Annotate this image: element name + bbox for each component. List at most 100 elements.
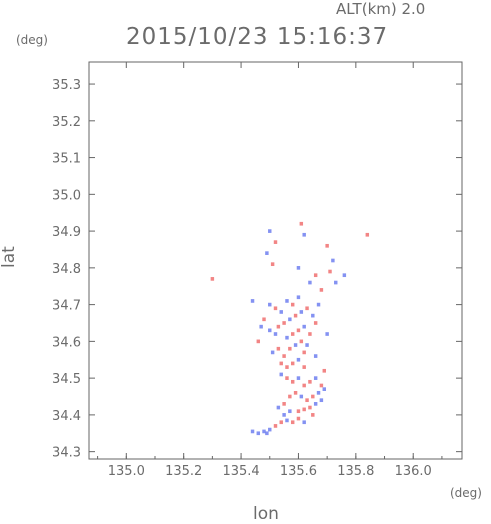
heatmap-cells bbox=[210, 221, 370, 436]
heatmap-cell bbox=[293, 313, 298, 318]
heatmap-cell bbox=[296, 328, 301, 333]
heatmap-cell bbox=[293, 390, 298, 395]
y-tick-label: 34.9 bbox=[52, 225, 81, 240]
heatmap-cell bbox=[296, 376, 301, 380]
heatmap-cell bbox=[210, 277, 215, 281]
y-axis: 34.3 34.4 34.5 34.6 34.7 34.8 34.9 35.0 35.1 35.2… bbox=[52, 78, 462, 461]
heatmap-cell bbox=[365, 232, 370, 237]
heatmap-cell bbox=[279, 310, 283, 314]
heatmap-cell bbox=[319, 383, 324, 388]
plot-frame bbox=[88, 61, 463, 460]
heatmap-cell bbox=[285, 418, 289, 423]
y-tick-label: 34.4 bbox=[52, 409, 81, 424]
heatmap-cell bbox=[282, 321, 286, 325]
heatmap-cell bbox=[276, 346, 281, 351]
heatmap-cell bbox=[313, 354, 318, 358]
heatmap-cell bbox=[308, 332, 312, 336]
heatmap-cell bbox=[293, 343, 298, 347]
heatmap-cell bbox=[268, 328, 272, 333]
heatmap-cell bbox=[299, 221, 304, 226]
heatmap-cell bbox=[302, 365, 306, 369]
heatmap-cell bbox=[319, 288, 324, 292]
heatmap-cell bbox=[285, 299, 289, 303]
y-tick-label: 35.3 bbox=[52, 78, 81, 93]
x-tick-label: 135.0 bbox=[108, 464, 145, 479]
heatmap-cell bbox=[302, 407, 306, 412]
heatmap-cell bbox=[296, 416, 301, 421]
heatmap-cell bbox=[299, 339, 304, 344]
chart-title: 2015/10/23 15:16:37 bbox=[126, 24, 389, 50]
heatmap-cell bbox=[311, 313, 315, 318]
heatmap-cell bbox=[308, 405, 312, 410]
heatmap-cell bbox=[256, 339, 261, 344]
heatmap-cell bbox=[296, 357, 301, 362]
heatmap-cell bbox=[250, 299, 255, 303]
x-tick-label: 135.2 bbox=[165, 464, 202, 479]
heatmap-cell bbox=[268, 302, 272, 307]
y-tick-label: 34.7 bbox=[52, 299, 81, 314]
heatmap-cell bbox=[305, 398, 309, 403]
heatmap-cell bbox=[302, 232, 306, 237]
heatmap-cell bbox=[276, 405, 281, 410]
heatmap-cell bbox=[331, 258, 335, 263]
heatmap-cell bbox=[276, 324, 281, 329]
heatmap-cell bbox=[313, 273, 318, 278]
heatmap-cell bbox=[273, 240, 278, 244]
y-tick-label: 34.5 bbox=[52, 372, 81, 387]
heatmap-cell bbox=[288, 409, 292, 414]
heatmap-cell bbox=[279, 361, 283, 366]
heatmap-cell bbox=[325, 332, 329, 336]
heatmap-cell bbox=[296, 409, 301, 414]
heatmap-cell bbox=[265, 431, 269, 436]
y-axis-label: lat bbox=[0, 246, 19, 268]
heatmap-cell bbox=[259, 324, 263, 329]
heatmap-cell bbox=[265, 251, 269, 255]
heatmap-cell bbox=[299, 394, 304, 399]
y-tick-label: 35.1 bbox=[52, 152, 81, 167]
x-axis: 135.0 135.2 135.4 135.6 135.8 136.0 bbox=[97, 62, 443, 479]
heatmap-cell bbox=[282, 402, 286, 406]
heatmap-cell bbox=[290, 302, 295, 307]
y-tick-label: 34.6 bbox=[52, 335, 81, 350]
heatmap-cell bbox=[342, 273, 347, 278]
heatmap-cell bbox=[299, 310, 304, 314]
y-tick-label: 34.8 bbox=[52, 262, 81, 277]
heatmap-cell bbox=[282, 354, 286, 358]
heatmap-cell bbox=[268, 229, 272, 233]
heatmap-cell bbox=[334, 280, 338, 285]
heatmap-cell bbox=[262, 317, 266, 322]
heatmap-cell bbox=[262, 429, 266, 434]
heatmap-cell bbox=[328, 269, 332, 274]
heatmap-cell bbox=[311, 394, 315, 399]
heatmap-cell bbox=[279, 372, 283, 377]
x-tick-label: 135.4 bbox=[222, 464, 259, 479]
heatmap-cell bbox=[250, 429, 255, 434]
heatmap-cell bbox=[316, 302, 321, 307]
heatmap-cell bbox=[268, 427, 272, 432]
heatmap-cell bbox=[282, 413, 286, 417]
heatmap-cell bbox=[279, 420, 283, 425]
heatmap-cell bbox=[288, 317, 292, 322]
x-axis-label: lon bbox=[253, 504, 279, 524]
heatmap-cell bbox=[325, 243, 329, 248]
heatmap-cell bbox=[305, 306, 309, 311]
heatmap-cell bbox=[302, 350, 306, 355]
heatmap-cell bbox=[285, 335, 289, 340]
heatmap-cell bbox=[290, 332, 295, 336]
heatmap-cell bbox=[316, 390, 321, 395]
heatmap-cell bbox=[296, 266, 301, 270]
altitude-label: ALT(km) 2.0 bbox=[336, 0, 426, 18]
heatmap-cell bbox=[319, 398, 324, 403]
heatmap-cell bbox=[296, 295, 301, 300]
heatmap-cell bbox=[308, 379, 312, 384]
heatmap-cell bbox=[302, 383, 306, 388]
heatmap-cell bbox=[302, 420, 306, 425]
y-unit-label: (deg) bbox=[16, 33, 48, 47]
heatmap-cell bbox=[313, 402, 318, 406]
heatmap-cell bbox=[290, 361, 295, 366]
heatmap-cell bbox=[302, 324, 306, 329]
heatmap-cell bbox=[273, 332, 278, 336]
heatmap-cell bbox=[288, 346, 292, 351]
x-tick-label: 135.8 bbox=[337, 464, 374, 479]
heatmap-cell bbox=[311, 413, 315, 417]
